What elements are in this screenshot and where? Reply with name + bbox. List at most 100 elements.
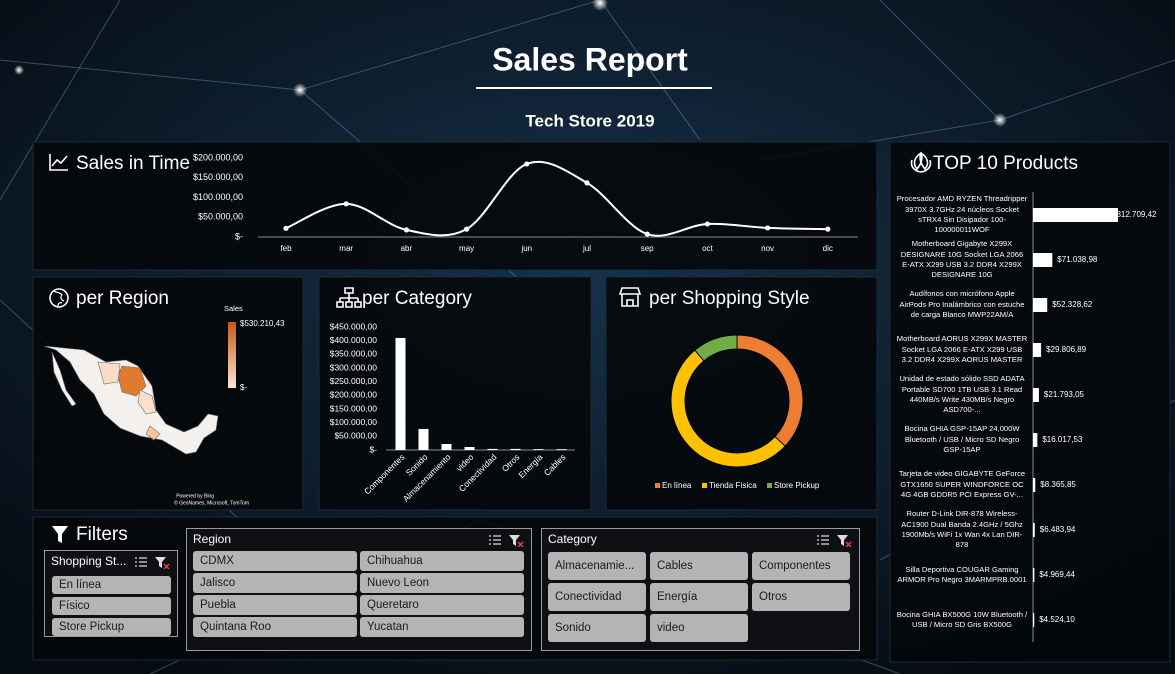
bar — [487, 448, 498, 450]
product-label: Silla Deportiva COUGAR Gaming ARMOR Pro … — [897, 564, 1027, 584]
marker — [343, 201, 349, 207]
page-title: Sales Report — [492, 41, 688, 77]
product-label: Motherboard Gigabyte X299X DESIGNARE 10G… — [900, 239, 1024, 280]
bar — [1033, 613, 1035, 627]
y-tick-label: $150.000,00 — [193, 172, 243, 182]
slicer: Shopping St... En línea Físico Store Pickup — [44, 550, 178, 637]
slicer-item[interactable]: En línea — [52, 576, 171, 594]
bar — [510, 448, 521, 450]
slicer-title: Shopping St... — [51, 554, 127, 568]
panel — [32, 276, 304, 511]
bar — [1033, 208, 1118, 222]
slicer-icons[interactable] — [133, 555, 173, 569]
x-tick-label: sep — [641, 244, 654, 253]
slicer-item[interactable]: Energía — [650, 583, 748, 611]
y-tick-label: $50.000,00 — [198, 212, 243, 222]
marker — [283, 225, 289, 231]
bar — [1033, 433, 1038, 447]
y-tick-label: $200.000,00 — [193, 152, 243, 162]
panel — [889, 141, 1171, 663]
slicer-icons[interactable] — [815, 533, 855, 547]
bar — [556, 449, 567, 450]
panel — [32, 141, 878, 271]
slicer-item[interactable]: Conectividad — [548, 583, 646, 611]
slicer-item[interactable]: Físico — [52, 597, 171, 615]
product-label: Motherboard AORUS X299X MASTER Socket LG… — [896, 334, 1028, 365]
product-label: Procesador AMD RYZEN Threadripper 3970X … — [896, 194, 1028, 235]
y-tick-label: $350.000,00 — [330, 349, 378, 359]
legend-swatch — [767, 483, 772, 488]
product-label: Bocina GHIA BX500G 10W Bluetooth / USB /… — [896, 609, 1028, 629]
panel-title: per Category — [362, 288, 472, 309]
value-label: $16.017,53 — [1042, 435, 1083, 444]
slicer-item[interactable]: Yucatan — [360, 617, 524, 637]
legend-swatch — [655, 483, 660, 488]
slicer-item[interactable]: Quintana Roo — [193, 617, 357, 637]
slicer-item[interactable]: Jalisco — [193, 573, 357, 593]
icon-multiselect — [489, 535, 501, 545]
slicer-item[interactable]: Chihuahua — [360, 551, 524, 571]
bar — [1033, 478, 1036, 492]
glow-dots — [14, 0, 1007, 127]
slicer-item[interactable]: CDMX — [193, 551, 357, 571]
slicer: Category Almacenamie... Cables Componentes C… — [541, 528, 860, 651]
product-label: Bocina GHIA GSP-15AP 24,000W Bluetooth /… — [904, 424, 1020, 455]
line — [285, 160, 828, 237]
slicer-item[interactable]: Nuevo Leon — [360, 573, 524, 593]
icon-clear-x — [517, 541, 524, 547]
slicer-item[interactable]: Almacenamie... — [548, 552, 646, 580]
bar — [418, 428, 429, 450]
icon-award — [910, 151, 932, 173]
map-attribution: Powered by Bing — [176, 493, 214, 499]
icon-globe — [49, 288, 69, 308]
slicer-item[interactable]: Componentes — [752, 552, 850, 580]
marker — [524, 161, 530, 167]
slicer-item[interactable]: Cables — [650, 552, 748, 580]
map-state — [145, 425, 161, 441]
icon-globe-detail — [53, 290, 65, 307]
icon-store — [618, 287, 642, 307]
bar — [1033, 343, 1042, 357]
value-label: $52.328,62 — [1052, 300, 1093, 309]
colorbar-label: $- — [240, 383, 247, 392]
slicer-item[interactable]: Queretaro — [360, 595, 524, 615]
bar — [441, 443, 452, 450]
y-tick-label: $200.000,00 — [330, 390, 378, 400]
map-shape — [43, 345, 219, 455]
product-label: Router D-Link DIR-878 Wireless-AC1900 Du… — [901, 509, 1023, 550]
value-label: $4.969,44 — [1039, 570, 1075, 579]
marker — [825, 226, 831, 232]
bar — [1033, 523, 1035, 537]
slicer-item[interactable]: Puebla — [193, 595, 357, 615]
x-tick-label: may — [459, 244, 474, 253]
colorbar — [228, 322, 236, 388]
value-label: $71.038,98 — [1057, 255, 1098, 264]
panel-title: per Region — [76, 288, 169, 309]
icon-clear-filter — [155, 557, 166, 568]
bar — [1033, 388, 1039, 402]
x-tick-label: jun — [520, 244, 532, 253]
bar — [533, 449, 544, 450]
y-tick-label: $250.000,00 — [330, 376, 378, 386]
product-label: Tarjeta de video GIGABYTE GeForce GTX165… — [898, 469, 1026, 500]
marker — [464, 226, 470, 232]
bar — [1033, 298, 1048, 312]
y-tick-label: $- — [235, 231, 243, 241]
value-label: $312.709,42 — [1112, 210, 1157, 219]
slicer-item[interactable]: video — [650, 614, 748, 642]
map-attribution: © GeoNames, Microsoft, TomTom — [174, 499, 249, 506]
value-label: $29.806,89 — [1046, 345, 1087, 354]
map — [43, 345, 219, 455]
bar — [395, 337, 406, 450]
value-label: $4.524,10 — [1039, 615, 1075, 624]
y-tick-label: $450.000,00 — [330, 321, 378, 331]
slicer-item[interactable]: Sonido — [548, 614, 646, 642]
slicer-icons[interactable] — [487, 533, 527, 547]
slicer-title: Category — [548, 532, 597, 546]
slicer-item[interactable]: Store Pickup — [52, 618, 171, 636]
slicer-item[interactable]: Otros — [752, 583, 850, 611]
y-tick-label: $50.000,00 — [334, 431, 377, 441]
